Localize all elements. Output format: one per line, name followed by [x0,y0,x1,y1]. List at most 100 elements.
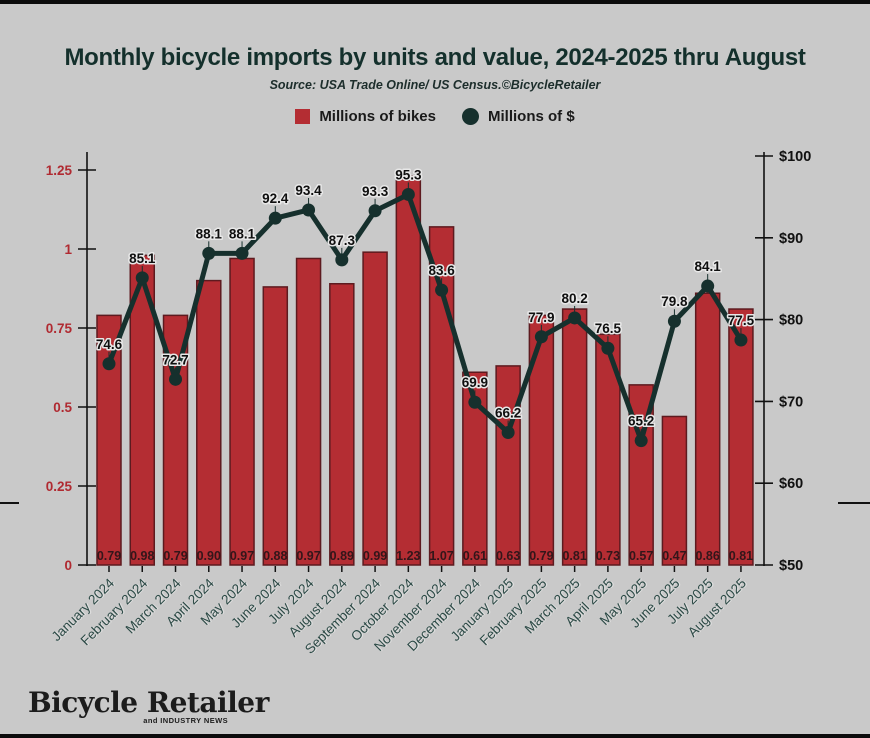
point-value-label: 88.1 [229,226,256,241]
point-value-label: 93.3 [362,184,389,199]
line-point [601,341,615,355]
bar-value-label: 0.86 [696,549,720,563]
line-point [268,211,282,225]
line-point [634,434,648,448]
point-value-label: 77.9 [528,310,554,325]
bar-value-label: 0.97 [296,549,320,563]
bar [329,283,355,566]
point-value-labels: 74.6 85.1 72.7 88.1 88.1 92.4 93.4 87.3 93.3 95.3… [94,166,756,430]
point-value-label: 80.2 [561,291,587,306]
bar-value-label: 0.79 [97,549,121,563]
left-axis-tick-label: 1 [64,242,72,257]
legend-item-bikes: Millions of bikes [295,108,436,125]
bar [528,314,555,566]
left-axis-tick-label: 0 [64,558,72,573]
point-value-label: 87.3 [329,233,356,248]
bar [96,314,122,566]
axes [78,152,773,566]
legend-label-dollars: Millions of $ [488,108,575,125]
bar-value-label: 0.97 [230,549,254,563]
bar-value-label: 0.73 [596,549,620,563]
bar-value-label: 0.90 [197,549,221,563]
line-point [568,311,582,325]
bar [362,251,388,566]
right-axis-tick-label: $60 [779,476,803,492]
line-point [734,333,748,347]
point-value-label: 93.4 [295,183,322,198]
point-value-label: 65.2 [628,414,654,429]
right-axis-tick-label: $50 [779,558,803,574]
legend-label-bikes: Millions of bikes [319,108,436,125]
point-value-label: 77.5 [728,313,755,328]
bar [196,279,222,566]
line-point [135,271,149,285]
line-point [335,253,349,267]
line-point [102,357,116,371]
bar-value-label: 0.61 [463,549,487,563]
bar [595,333,621,566]
bar [229,257,255,566]
chart-source-credit: Source: USA Trade Online/ US Census.©Bic… [269,78,601,92]
line-series-swatch-icon [462,108,479,125]
point-value-label: 84.1 [695,259,722,274]
left-axis-tick-label: 0.75 [46,321,73,336]
legend-item-dollars: Millions of $ [462,108,575,125]
line-point [401,187,415,201]
right-edge-mark [838,502,870,504]
point-value-label: 76.5 [595,321,622,336]
chart-title: Monthly bicycle imports by units and val… [64,44,806,71]
bar-value-label: 0.47 [662,549,686,563]
line-points [102,187,748,448]
line-point [501,425,515,439]
logo-wordmark: Bicycle Retailer [28,686,269,719]
bar [495,365,521,566]
point-value-label: 79.8 [661,294,688,309]
line-point [667,314,681,328]
line-point [202,246,216,260]
chart-legend: Millions of bikes Millions of $ [0,108,870,125]
point-value-label: 95.3 [395,167,422,182]
left-axis-tick-label: 1.25 [46,163,73,178]
bar-value-label: 0.88 [263,549,287,563]
bottom-border-strip [0,734,870,738]
point-value-label: 74.6 [96,337,123,352]
point-value-label: 66.2 [495,405,521,420]
x-axis-ticks [108,566,742,572]
bar [262,286,289,566]
bar [728,308,754,566]
left-edge-mark [0,502,19,504]
left-axis-tick-label: 0.25 [46,479,73,494]
line-point [468,395,482,409]
right-axis-tick-label: $80 [779,313,803,329]
bar-value-label: 0.81 [562,549,586,563]
bar-series-swatch-icon [295,109,311,124]
bar-value-label: 0.63 [496,549,520,563]
top-border-strip [0,0,870,4]
point-value-label: 72.7 [162,352,188,367]
right-axis-tick-label: $70 [779,394,803,410]
left-axis-tick-label: 0.5 [53,400,72,415]
line-point [435,283,449,297]
bar [561,308,588,566]
line-point [368,204,382,218]
line-point [701,279,715,293]
bar-value-label: 0.81 [729,549,753,563]
bar-value-label: 0.57 [629,549,653,563]
right-axis-tick-label: $90 [779,231,803,247]
line-point [534,330,548,344]
bar [694,292,721,566]
right-axis-tick-label: $100 [779,149,811,165]
bar-value-label: 0.99 [363,549,387,563]
publisher-logo: Bicycle Retailer and INDUSTRY NEWS [28,686,288,726]
bar-value-label: 0.98 [130,549,154,563]
bar-value-label: 1.23 [396,549,420,563]
line-point [302,203,316,217]
bar [395,175,422,566]
point-label-leaders [108,182,742,435]
bar-value-label: 0.79 [529,549,553,563]
bar-value-label: 1.07 [429,549,453,563]
bar-value-labels: 0.79 0.98 0.79 0.90 0.97 0.88 0.97 0.89 0.99 1.23… [97,549,753,563]
point-value-label: 83.6 [428,263,455,278]
